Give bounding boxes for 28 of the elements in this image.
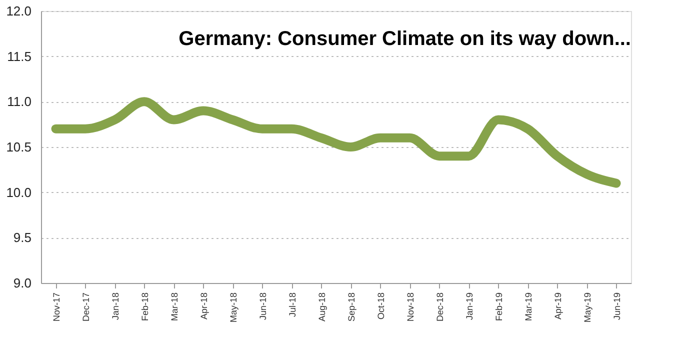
x-tick-label: Mar-18 xyxy=(169,292,180,322)
y-tick-label: 9.5 xyxy=(13,230,32,246)
x-tick-label: Feb-18 xyxy=(140,292,150,322)
x-tick-label: Jul-18 xyxy=(287,292,298,318)
y-tick-label: 11.5 xyxy=(7,48,32,64)
x-tick-label: Dec-18 xyxy=(434,292,445,322)
y-tick-label: 10.5 xyxy=(6,140,32,154)
x-tick-label: Feb-19 xyxy=(494,292,504,322)
x-tick-label: Jun-19 xyxy=(612,292,622,320)
y-tick-label: 10.0 xyxy=(6,184,32,200)
x-tick-label: Jan-19 xyxy=(464,292,474,320)
x-tick-label: Mar-19 xyxy=(523,292,534,322)
x-tick-label: May-19 xyxy=(582,292,592,323)
x-tick-label: Jun-18 xyxy=(258,292,268,320)
x-tick-label: May-18 xyxy=(228,292,238,323)
x-tick-label: Nov-18 xyxy=(405,292,416,322)
x-tick-label: Aug-18 xyxy=(316,292,327,322)
x-tick-label: Dec-17 xyxy=(80,292,91,322)
x-tick-label: Jan-18 xyxy=(110,292,120,320)
text: Germany: Consumer Climate on its way down... xyxy=(178,28,631,50)
y-tick-label: 11.0 xyxy=(7,94,32,110)
x-tick-label: Nov-17 xyxy=(51,292,62,322)
y-tick-label: 9.0 xyxy=(13,276,32,290)
x-tick-label: Apr-18 xyxy=(198,292,209,320)
x-tick-label: Oct-18 xyxy=(376,292,386,320)
x-tick-label: Sep-18 xyxy=(346,292,356,322)
y-tick-label: 12.0 xyxy=(6,4,32,18)
x-tick-label: Apr-19 xyxy=(552,292,563,320)
